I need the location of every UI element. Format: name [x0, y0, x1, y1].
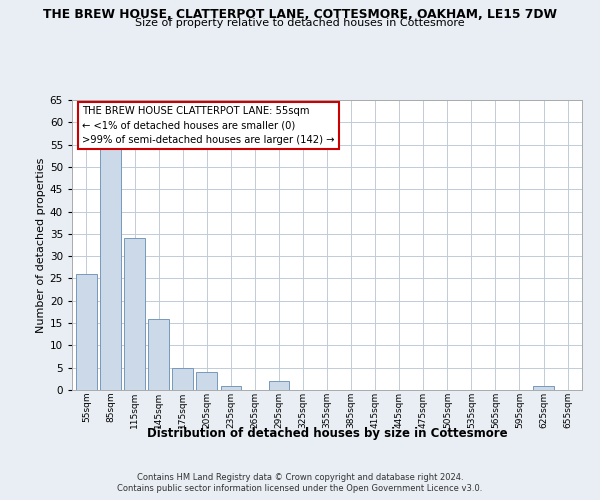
Bar	[196, 372, 217, 390]
Text: Contains public sector information licensed under the Open Government Licence v3: Contains public sector information licen…	[118, 484, 482, 493]
Text: Size of property relative to detached houses in Cottesmore: Size of property relative to detached ho…	[135, 18, 465, 28]
Bar	[533, 386, 554, 390]
Bar	[124, 238, 145, 390]
Bar	[221, 386, 241, 390]
Y-axis label: Number of detached properties: Number of detached properties	[35, 158, 46, 332]
Bar	[148, 318, 169, 390]
Text: Distribution of detached houses by size in Cottesmore: Distribution of detached houses by size …	[146, 428, 508, 440]
Text: THE BREW HOUSE, CLATTERPOT LANE, COTTESMORE, OAKHAM, LE15 7DW: THE BREW HOUSE, CLATTERPOT LANE, COTTESM…	[43, 8, 557, 20]
Bar	[269, 381, 289, 390]
Bar	[76, 274, 97, 390]
Bar	[172, 368, 193, 390]
Bar	[100, 149, 121, 390]
Text: THE BREW HOUSE CLATTERPOT LANE: 55sqm
← <1% of detached houses are smaller (0)
>: THE BREW HOUSE CLATTERPOT LANE: 55sqm ← …	[82, 106, 335, 146]
Text: Contains HM Land Registry data © Crown copyright and database right 2024.: Contains HM Land Registry data © Crown c…	[137, 472, 463, 482]
